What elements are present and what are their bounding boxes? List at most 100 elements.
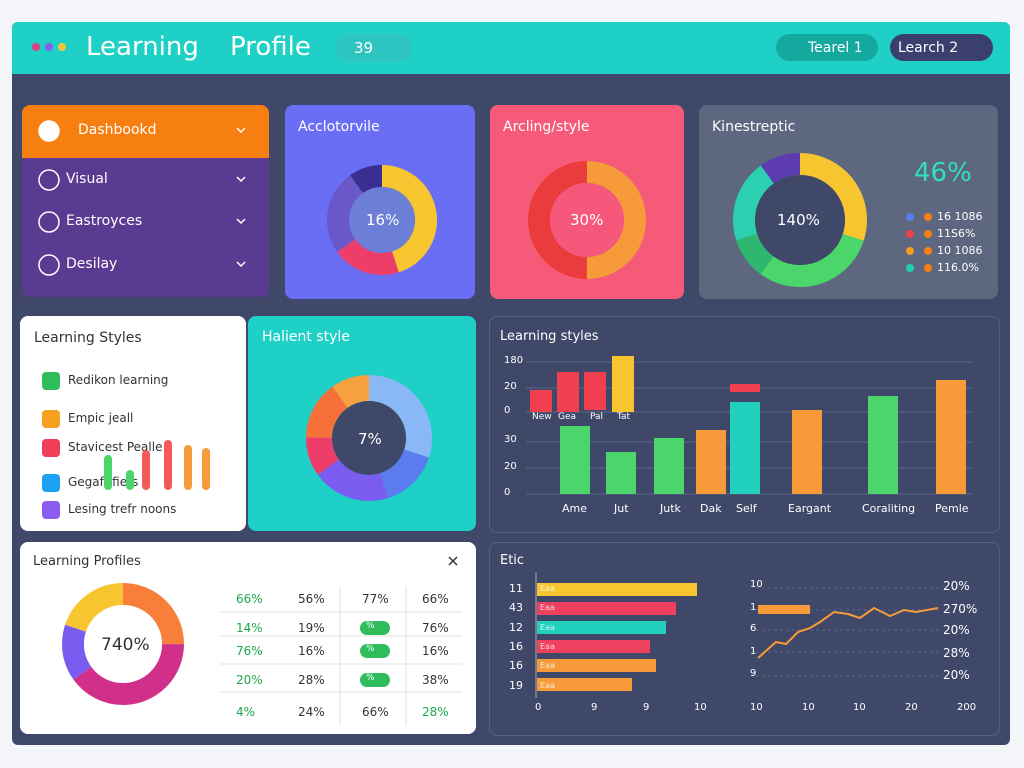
right-label: 28% <box>943 646 970 660</box>
list-item: Redikon learning <box>68 373 169 387</box>
donut-center: 740% <box>101 635 150 655</box>
graphic <box>236 261 246 268</box>
x-tick-label: 9 <box>643 702 650 713</box>
menu-item[interactable]: Desilay <box>66 256 118 272</box>
table-cell: % <box>366 673 375 683</box>
close-icon <box>448 556 458 566</box>
graphic <box>104 440 210 490</box>
donut-segment <box>306 375 432 501</box>
graphic <box>38 120 60 142</box>
graphic <box>38 169 60 191</box>
dot <box>45 43 53 51</box>
list-item: Gegaft fiers <box>68 475 139 489</box>
table-cell: 28% <box>422 705 449 719</box>
mini-bar <box>142 450 150 490</box>
decor-bar <box>612 356 634 412</box>
graphic <box>62 583 184 705</box>
decor-bar <box>606 452 636 494</box>
donut-segment <box>327 165 437 275</box>
x-tick-label: 0 <box>535 702 542 713</box>
bar-label: Eaa <box>540 661 555 670</box>
y-tick-label: 11 <box>509 582 523 595</box>
table-cell: 28% <box>298 673 325 687</box>
table-cell: 16% <box>298 644 325 658</box>
list-item: Stavicest Pealle <box>68 440 163 454</box>
y-tick-label: 16 <box>509 659 523 672</box>
donut-segment <box>327 165 437 275</box>
bar-label: Eaa <box>540 681 555 690</box>
table-cell: 66% <box>422 592 449 606</box>
button[interactable] <box>890 34 993 61</box>
legend-dot <box>924 247 932 255</box>
graphic <box>42 372 60 390</box>
bar-sublabel: New <box>532 412 552 422</box>
donut-segment <box>528 161 646 279</box>
decor-line <box>757 606 939 659</box>
table-cell: 66% <box>362 705 389 719</box>
legend-dot <box>924 264 932 272</box>
donut-hole <box>550 183 624 257</box>
decor-bar <box>560 426 590 494</box>
donut-hole <box>84 605 162 683</box>
list-item: Lesing trefr noons <box>68 502 177 516</box>
decor-bar <box>758 605 810 614</box>
x-tick-label: Jutk <box>660 502 681 515</box>
menu-icon <box>38 211 60 233</box>
x-tick-label: 9 <box>591 702 598 713</box>
decor-bar <box>730 384 760 392</box>
mini-bar <box>164 440 172 490</box>
chevron <box>236 218 246 225</box>
table-cell: % <box>366 644 375 654</box>
item-icon <box>42 372 60 390</box>
table-cell: 56% <box>298 592 325 606</box>
card-title: Acclotorvile <box>298 119 380 135</box>
x-tick-label: Pemle <box>935 502 969 515</box>
graphic <box>906 213 932 221</box>
button-label[interactable]: Tearel 1 <box>808 40 863 56</box>
legend-dot <box>924 230 932 238</box>
decor-bar <box>730 402 760 494</box>
y-tick-label: 20 <box>504 381 517 392</box>
y-tick-label: 10 <box>750 579 763 590</box>
legend-dot <box>906 213 914 221</box>
menu-item[interactable]: Visual <box>66 171 108 187</box>
panel-title: Etic <box>500 553 525 568</box>
donut-center: 16% <box>366 211 400 229</box>
bar-sublabel: Tat <box>617 412 631 422</box>
decor-bar <box>537 602 676 615</box>
highlight: 46% <box>914 158 972 188</box>
item-icon <box>42 474 60 492</box>
bar-label: Eaa <box>540 642 555 651</box>
decor-bar <box>654 438 684 494</box>
decor-bar <box>537 659 656 672</box>
chevron <box>236 127 246 134</box>
button-label[interactable]: Learch 2 <box>898 40 959 56</box>
y-tick-label: 1 <box>750 602 757 613</box>
bar-label: Eaa <box>540 603 555 612</box>
mini-bar <box>184 445 192 490</box>
donut-center: 30% <box>570 211 604 229</box>
donut-hole <box>332 401 406 475</box>
legend-label: 16 1086 <box>937 210 983 223</box>
donut-segment <box>306 375 432 501</box>
menu-icon <box>38 169 60 191</box>
y-tick-label: 1 <box>750 646 757 657</box>
menu-item[interactable]: Dashbookd <box>78 122 157 138</box>
graphic <box>42 410 60 428</box>
donut-center: 7% <box>358 430 382 448</box>
table-cell: 76% <box>236 644 263 658</box>
right-label: 20% <box>943 623 970 637</box>
y-tick-label: 16 <box>509 640 523 653</box>
donut-hole <box>349 187 415 253</box>
card-title: Arcling/style <box>503 119 590 135</box>
menu-item[interactable]: Eastroyces <box>66 213 143 229</box>
menu-active[interactable] <box>22 105 269 158</box>
x-tick-label: Ame <box>562 502 588 515</box>
button[interactable] <box>776 34 878 61</box>
graphic <box>42 439 60 457</box>
graphic <box>906 247 932 255</box>
graphic <box>906 230 932 238</box>
y-tick-label: 19 <box>509 679 523 692</box>
right-label: 20% <box>943 668 970 682</box>
